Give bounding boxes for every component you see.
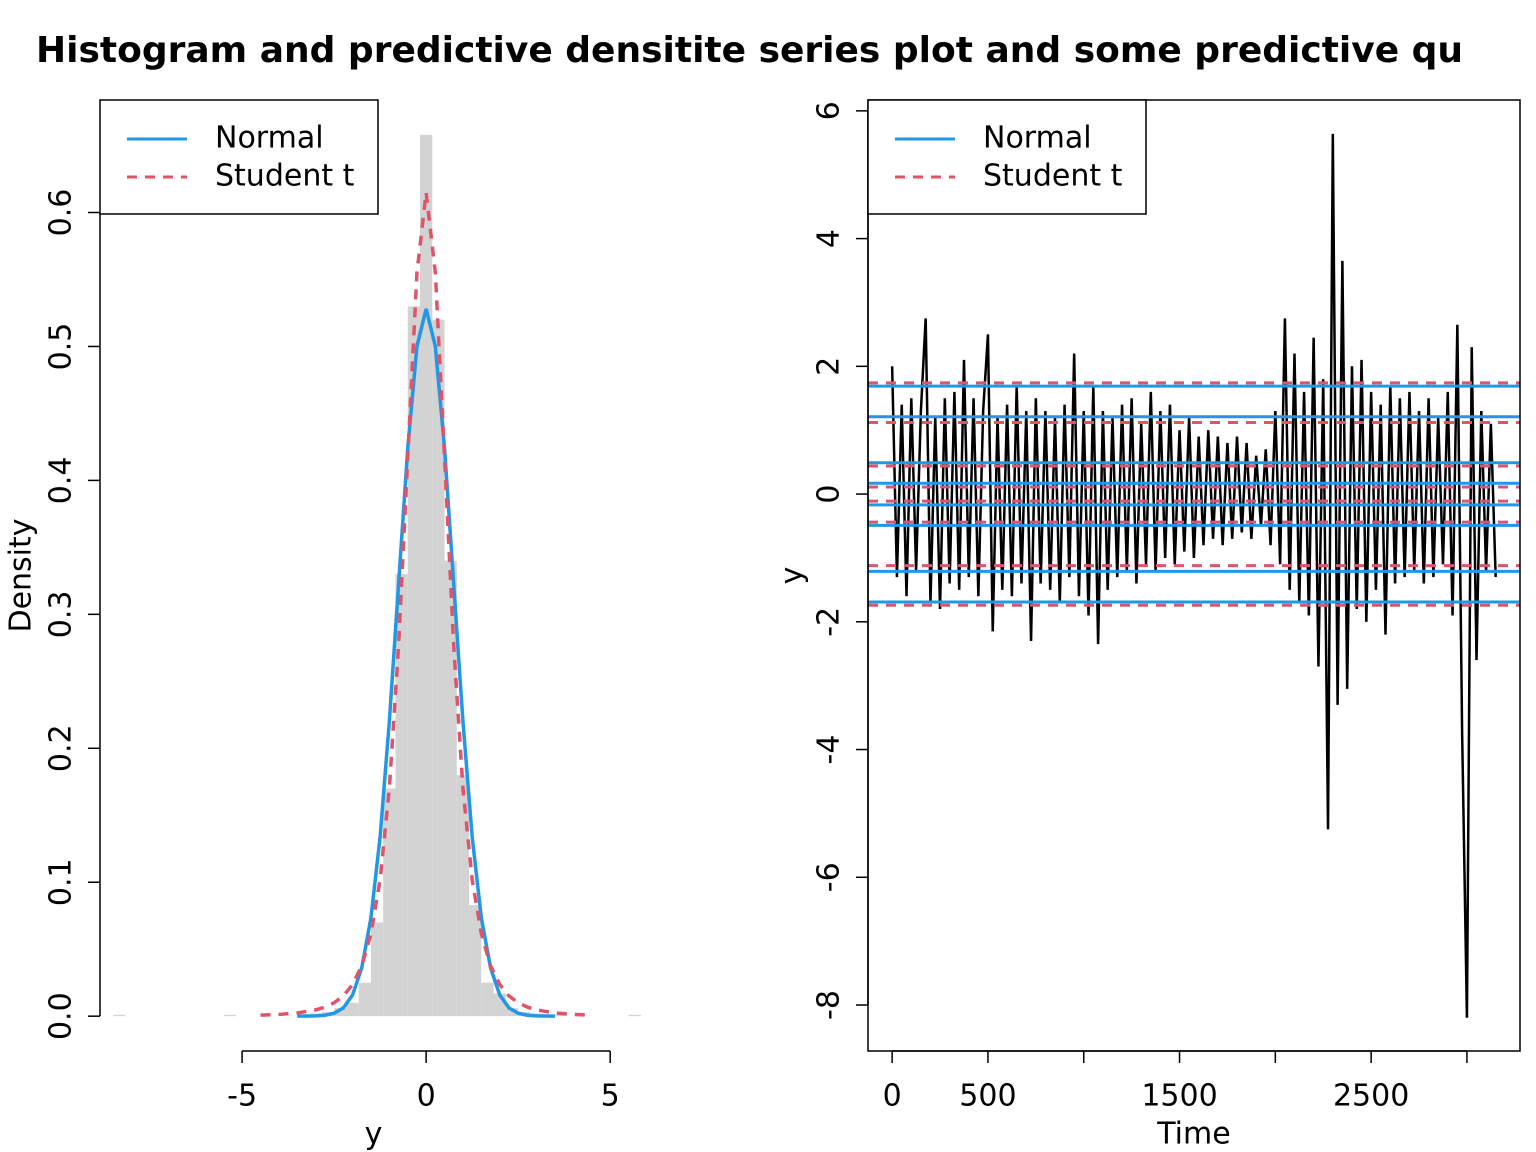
histogram-bar: [334, 1008, 347, 1017]
legend-label: Normal: [983, 121, 1092, 156]
histogram-bar: [346, 1002, 359, 1017]
histogram-bar: [223, 1014, 236, 1017]
y-tick-label: 0.1: [44, 858, 79, 906]
histogram-bar: [113, 1014, 126, 1017]
x-tick-label: 0: [883, 1079, 902, 1114]
histogram-bar: [395, 574, 408, 1017]
legend-label: Student t: [983, 159, 1123, 194]
histogram-bar: [432, 319, 445, 1017]
y-tick-label: -4: [812, 735, 847, 765]
x-axis-label: Time: [1156, 1117, 1230, 1152]
histogram-bar: [628, 1014, 641, 1017]
y-axis-label: Density: [4, 518, 39, 632]
x-tick-label: 1500: [1141, 1079, 1217, 1114]
density-curve: [260, 192, 592, 1017]
legend-box: [99, 99, 379, 215]
histogram-bar: [456, 775, 470, 1017]
histogram-bar: [407, 306, 420, 1017]
figure-title: Histogram and predictive densitite serie…: [36, 30, 1463, 71]
histogram-bar: [554, 1014, 568, 1017]
histogram-bar: [505, 1008, 519, 1017]
x-tick-label: 5: [601, 1079, 620, 1114]
y-tick-label: 6: [812, 101, 847, 120]
x-axis-label: y: [365, 1117, 383, 1152]
y-tick-label: 0.4: [44, 457, 79, 505]
x-tick-label: 500: [959, 1079, 1016, 1114]
y-tick-label: -6: [812, 862, 847, 892]
histogram-bar: [419, 134, 433, 1017]
plot-box: [867, 99, 1521, 1052]
y-tick-label: 0.6: [44, 189, 79, 237]
y-tick-label: -2: [812, 607, 847, 637]
y-tick-label: 4: [812, 229, 847, 248]
y-tick-label: -8: [812, 990, 847, 1020]
histogram-bar: [358, 982, 371, 1017]
y-tick-label: 2: [812, 357, 847, 376]
x-tick-label: 0: [417, 1079, 436, 1114]
legend-label: Normal: [215, 121, 324, 156]
histogram-bar: [370, 922, 384, 1017]
series-line: [890, 133, 1497, 1018]
x-tick-label: -5: [227, 1079, 257, 1114]
y-tick-label: 0.5: [44, 323, 79, 371]
y-tick-label: 0.2: [44, 724, 79, 772]
histogram-bar: [469, 905, 482, 1017]
y-axis-label: y: [775, 567, 810, 585]
density-curve: [297, 308, 555, 1018]
y-tick-label: 0.3: [44, 590, 79, 638]
histogram-bar: [444, 560, 457, 1017]
x-tick-label: 2500: [1333, 1079, 1409, 1114]
legend-label: Student t: [215, 159, 355, 194]
histogram-bar: [481, 982, 494, 1017]
y-tick-label: 0.0: [44, 992, 79, 1040]
legend-box: [867, 99, 1147, 215]
y-tick-label: 0: [812, 485, 847, 504]
histogram-bar: [383, 788, 396, 1017]
